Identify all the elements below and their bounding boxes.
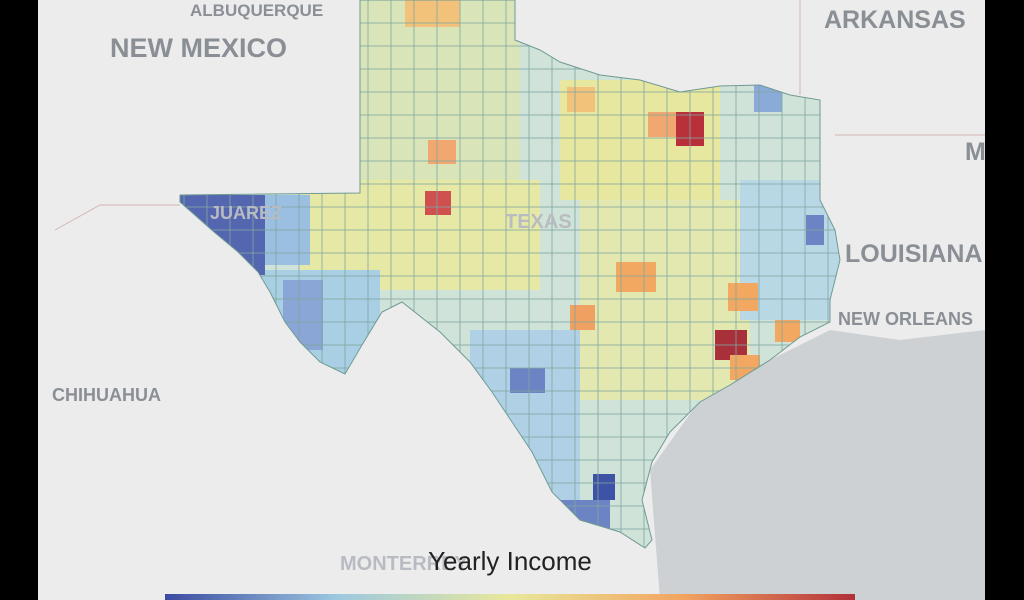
place-label: MONTERREY: [340, 553, 468, 575]
basemap: ALBUQUERQUE NEW MEXICO ARKANSAS M LOUISI…: [38, 0, 986, 600]
border-line: [54, 0, 985, 231]
place-label: ALBUQUERQUE: [190, 1, 323, 20]
place-label: TEXAS: [505, 211, 572, 233]
place-label: M: [965, 138, 986, 166]
place-label: NEW ORLEANS: [838, 309, 973, 329]
legend-color-bar: [165, 594, 855, 600]
texas-outline: [179, 0, 841, 549]
place-label: NEW MEXICO: [110, 33, 287, 63]
place-label: CHIHUAHUA: [52, 385, 161, 405]
place-label: LOUISIANA: [845, 240, 983, 268]
place-label: JUAREZ: [210, 203, 282, 223]
gulf: [650, 330, 985, 600]
place-label: ARKANSAS: [824, 6, 966, 34]
legend-title: Yearly Income: [428, 546, 592, 576]
